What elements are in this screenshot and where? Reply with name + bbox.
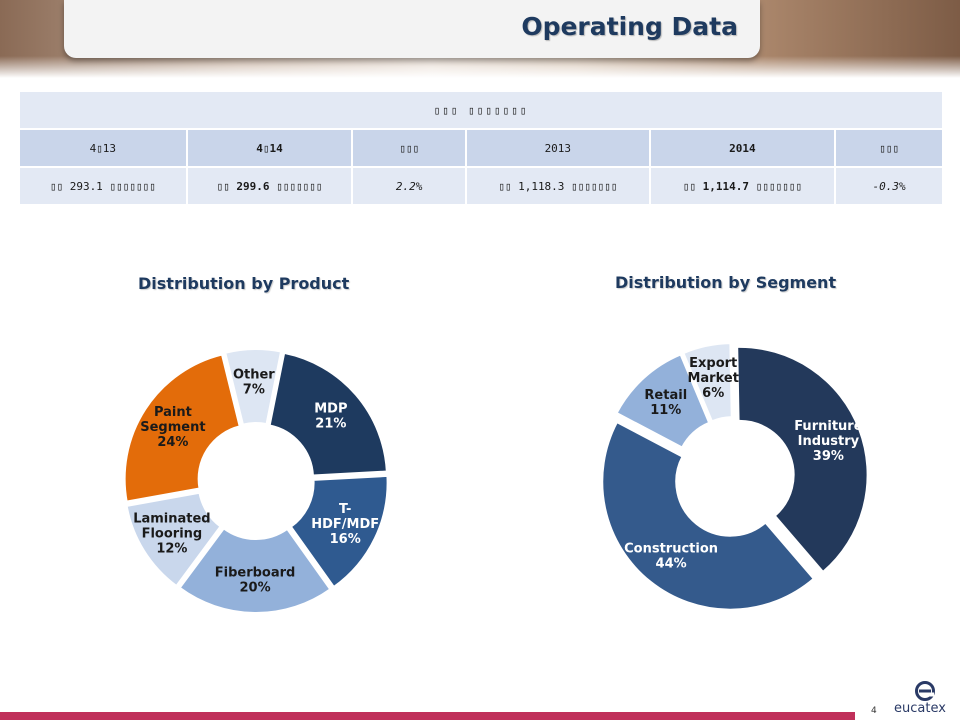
donut-slice — [178, 526, 332, 614]
segment-chart-title: Distribution by Segment — [615, 273, 837, 292]
donut-slice — [123, 353, 241, 503]
column-header: ▯▯▯ — [353, 130, 466, 166]
donut-slice — [736, 345, 869, 574]
table-cell: 2.2% — [353, 168, 466, 204]
slice-label: Export Market 6% — [687, 356, 738, 401]
page-number: 4 — [871, 706, 877, 716]
slice-label: Furniture Industry 39% — [794, 419, 862, 464]
operating-data-table: ▯▯▯ ▯▯▯▯▯▯▯ 4▯13 4▯14 ▯▯▯ 2013 2014 ▯▯▯ … — [18, 90, 944, 206]
product-donut-chart: Other 7% MDP 21% T-HDF/MDF 16% Fiberboard 20%La… — [123, 348, 389, 614]
slice-label: T-HDF/MDF 16% — [311, 502, 379, 547]
table-title: ▯▯▯ ▯▯▯▯▯▯▯ — [20, 92, 942, 128]
eucatex-logo-text: eucatex — [894, 701, 946, 716]
slice-label: Other 7% — [233, 368, 275, 398]
footer-bar — [0, 712, 855, 720]
slice-label: Paint Segment 24% — [140, 405, 205, 450]
column-header: 2014 — [650, 130, 835, 166]
column-header: 2013 — [467, 130, 649, 166]
donut-slice — [289, 474, 389, 589]
title-panel: Operating Data — [64, 0, 760, 58]
slice-label: Fiberboard 20% — [215, 565, 296, 595]
donut-slice — [125, 491, 222, 588]
column-header: 4▯14 — [187, 130, 352, 166]
slice-label: MDP 21% — [314, 402, 347, 432]
donut-slice — [601, 420, 816, 611]
table-header-row: 4▯13 4▯14 ▯▯▯ 2013 2014 ▯▯▯ — [20, 130, 942, 166]
donut-slice — [615, 353, 711, 449]
product-chart-title: Distribution by Product — [138, 274, 350, 293]
eucatex-logo-icon — [915, 681, 935, 701]
column-header: ▯▯▯ — [836, 130, 942, 166]
slice-label: Construction 44% — [624, 542, 718, 572]
table-row: ▯▯ 293.1 ▯▯▯▯▯▯▯ ▯▯ 299.6 ▯▯▯▯▯▯▯ 2.2% ▯… — [20, 168, 942, 204]
donut-slice — [682, 342, 733, 423]
table-cell: ▯▯ 299.6 ▯▯▯▯▯▯▯ — [187, 168, 352, 204]
column-header: 4▯13 — [20, 130, 186, 166]
table-cell: ▯▯ 1,114.7 ▯▯▯▯▯▯▯ — [650, 168, 835, 204]
slice-label: Laminated Flooring 12% — [133, 511, 210, 556]
table-cell: ▯▯ 293.1 ▯▯▯▯▯▯▯ — [20, 168, 186, 204]
donut-slice — [268, 351, 388, 477]
table-title-row: ▯▯▯ ▯▯▯▯▯▯▯ — [20, 92, 942, 128]
page-title: Operating Data — [521, 12, 738, 41]
table-cell: ▯▯ 1,118.3 ▯▯▯▯▯▯▯ — [467, 168, 649, 204]
segment-donut-chart: Furniture Industry 39% Construction 44% Retai… — [601, 342, 869, 611]
slice-label: Retail 11% — [644, 388, 687, 418]
table-cell: -0.3% — [836, 168, 942, 204]
donut-slice — [224, 348, 283, 426]
